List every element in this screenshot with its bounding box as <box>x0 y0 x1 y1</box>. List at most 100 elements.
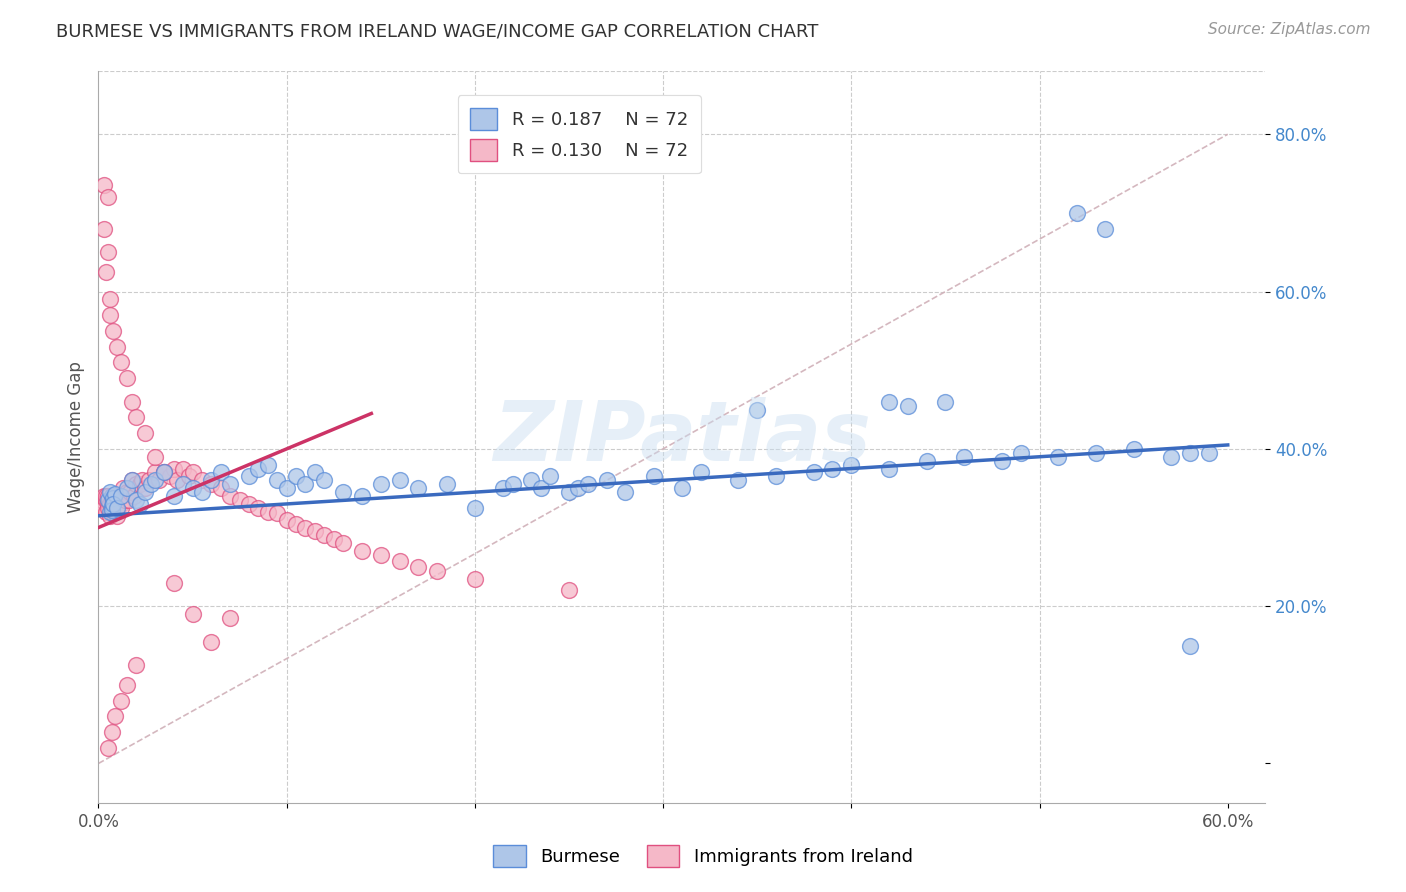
Point <box>125 410 148 425</box>
Point <box>897 399 920 413</box>
Point <box>91 493 114 508</box>
Text: BURMESE VS IMMIGRANTS FROM IRELAND WAGE/INCOME GAP CORRELATION CHART: BURMESE VS IMMIGRANTS FROM IRELAND WAGE/… <box>56 22 818 40</box>
Point <box>285 516 308 531</box>
Point <box>266 473 288 487</box>
Point <box>558 485 581 500</box>
Point <box>115 678 138 692</box>
Text: Source: ZipAtlas.com: Source: ZipAtlas.com <box>1208 22 1371 37</box>
Point <box>426 564 449 578</box>
Point <box>94 505 117 519</box>
Legend: R = 0.187    N = 72, R = 0.130    N = 72: R = 0.187 N = 72, R = 0.130 N = 72 <box>457 95 700 173</box>
Point <box>1198 446 1220 460</box>
Point <box>143 473 166 487</box>
Point <box>285 469 308 483</box>
Point <box>115 481 138 495</box>
Point <box>877 394 900 409</box>
Point <box>111 489 134 503</box>
Point <box>115 485 138 500</box>
Point <box>266 507 288 521</box>
Point <box>139 477 162 491</box>
Point <box>108 489 131 503</box>
Point <box>103 497 125 511</box>
Point <box>350 544 373 558</box>
Point <box>128 497 150 511</box>
Point <box>105 340 128 354</box>
Point <box>134 426 156 441</box>
Point <box>530 481 553 495</box>
Point <box>436 477 458 491</box>
Point <box>538 469 561 483</box>
Point <box>134 485 156 500</box>
Point <box>104 503 127 517</box>
Point <box>111 481 134 495</box>
Point <box>839 458 862 472</box>
Point <box>97 740 120 755</box>
Point <box>520 473 543 487</box>
Point <box>125 658 148 673</box>
Point <box>1085 446 1108 460</box>
Point <box>98 293 121 307</box>
Point <box>103 499 125 513</box>
Point <box>103 507 125 521</box>
Point <box>128 477 150 491</box>
Point <box>191 485 214 500</box>
Point <box>105 508 128 523</box>
Point <box>93 489 115 503</box>
Point <box>89 497 111 511</box>
Point <box>408 559 430 574</box>
Point <box>110 355 132 369</box>
Point <box>125 493 148 508</box>
Point <box>1010 446 1032 460</box>
Point <box>98 497 121 511</box>
Point <box>314 528 336 542</box>
Point <box>163 461 186 475</box>
Point <box>131 473 153 487</box>
Point <box>1122 442 1144 456</box>
Legend: Burmese, Immigrants from Ireland: Burmese, Immigrants from Ireland <box>486 838 920 874</box>
Point <box>191 473 214 487</box>
Point <box>595 473 617 487</box>
Point <box>877 461 900 475</box>
Point <box>1066 206 1088 220</box>
Point <box>181 481 204 495</box>
Point <box>991 453 1014 467</box>
Point <box>97 245 120 260</box>
Point <box>97 489 120 503</box>
Point <box>1178 446 1201 460</box>
Point <box>97 497 120 511</box>
Point <box>103 324 125 338</box>
Point <box>103 491 125 505</box>
Point <box>143 466 166 480</box>
Point <box>98 308 121 322</box>
Point <box>388 553 411 567</box>
Point <box>94 489 117 503</box>
Point <box>100 503 122 517</box>
Point <box>103 497 125 511</box>
Point <box>120 485 142 500</box>
Point <box>94 265 117 279</box>
Point <box>1160 450 1182 464</box>
Point <box>332 536 354 550</box>
Point <box>370 477 392 491</box>
Point <box>747 402 769 417</box>
Point <box>172 477 194 491</box>
Point <box>294 477 316 491</box>
Point <box>177 469 200 483</box>
Point <box>114 493 136 508</box>
Point <box>91 497 114 511</box>
Point <box>138 473 160 487</box>
Point <box>159 469 181 483</box>
Point <box>314 473 336 487</box>
Point <box>110 693 132 707</box>
Point <box>105 500 128 515</box>
Point <box>727 473 749 487</box>
Point <box>122 489 145 503</box>
Point <box>238 469 260 483</box>
Point <box>100 505 122 519</box>
Point <box>143 450 166 464</box>
Point <box>110 500 132 515</box>
Point <box>172 461 194 475</box>
Point <box>304 524 326 539</box>
Point <box>219 477 242 491</box>
Point <box>238 497 260 511</box>
